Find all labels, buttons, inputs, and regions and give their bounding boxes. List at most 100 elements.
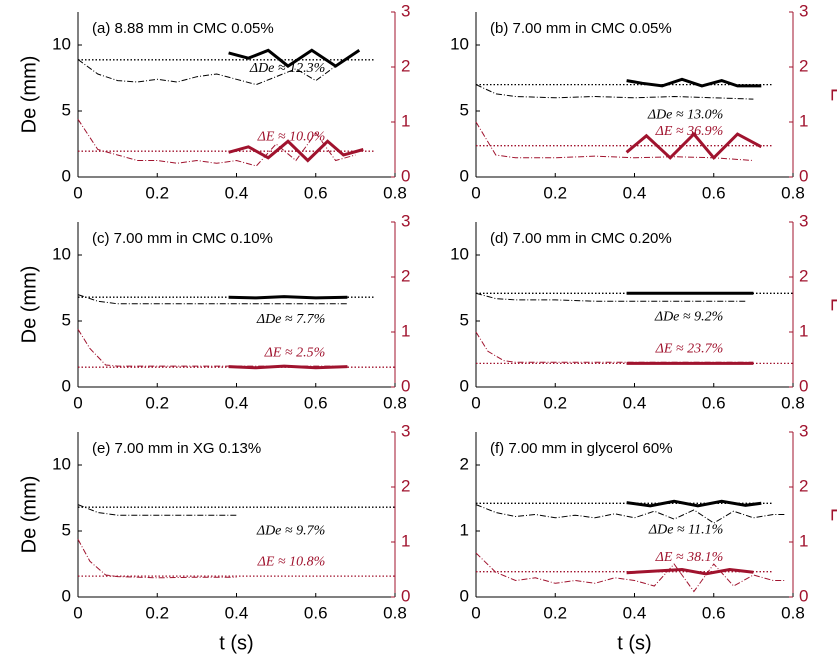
line-thick (626, 499, 762, 508)
y2-tick-label: 0 (799, 586, 808, 605)
x-tick-label: 0.6 (304, 393, 328, 412)
y2-tick-label: 0 (799, 166, 808, 185)
line-dashdot (77, 504, 237, 516)
x-tick-label: 0.2 (145, 183, 169, 202)
line-dashdot (475, 552, 786, 593)
y-axis-label: De (mm) (18, 266, 40, 344)
x-tick-label: 0.2 (145, 603, 169, 622)
y-tick-label: 2 (460, 454, 469, 473)
x-tick-label: 0.8 (781, 603, 805, 622)
y-tick-label: 5 (460, 100, 469, 119)
y2-tick-label: 2 (799, 56, 808, 75)
panel-title: (a) 8.88 mm in CMC 0.05% (92, 20, 274, 37)
x-tick-label: 0.2 (145, 393, 169, 412)
x-tick-label: 0.4 (623, 603, 647, 622)
x-tick-label: 0.4 (225, 393, 249, 412)
x-tick-label: 0.6 (702, 603, 726, 622)
e-annotation: ΔE ≈ 10.0% (257, 129, 326, 144)
x-axis-label: t (s) (617, 632, 651, 654)
y2-tick-label: 1 (799, 111, 808, 130)
y-tick-label: 10 (52, 454, 71, 473)
y-tick-label: 0 (460, 166, 469, 185)
line-dashdot (475, 292, 746, 302)
y2-tick-label: 0 (401, 166, 410, 185)
line-dashdot (77, 52, 356, 86)
y-tick-label: 10 (52, 244, 71, 263)
line-dashdot (77, 294, 348, 305)
x-tick-label: 0 (471, 183, 480, 202)
x-tick-label: 0.8 (383, 393, 407, 412)
y-tick-label: 10 (450, 34, 469, 53)
line-dashdot (475, 121, 754, 161)
e-annotation: ΔE ≈ 23.7% (655, 342, 724, 357)
x-tick-label: 0.8 (383, 603, 407, 622)
line-dashdot (77, 119, 356, 167)
y2-tick-label: 0 (799, 376, 808, 395)
line-thick (626, 77, 762, 88)
x-tick-label: 0.6 (304, 603, 328, 622)
x-tick-label: 0.8 (781, 183, 805, 202)
x-tick-label: 0 (471, 393, 480, 412)
x-tick-label: 0 (73, 393, 82, 412)
y-tick-label: 0 (460, 376, 469, 395)
y2-tick-label: 2 (799, 476, 808, 495)
x-tick-label: 0.6 (702, 183, 726, 202)
x-tick-label: 0.4 (623, 183, 647, 202)
de-annotation: ΔDe ≈ 12.3% (249, 61, 325, 76)
line-thick (626, 567, 754, 576)
x-tick-label: 0.8 (781, 393, 805, 412)
y2-tick-label: 3 (799, 1, 808, 20)
y-tick-label: 0 (62, 376, 71, 395)
panel-title: (c) 7.00 mm in CMC 0.10% (92, 230, 273, 247)
panel-title: (e) 7.00 mm in XG 0.13% (92, 440, 261, 457)
e-annotation: ΔE ≈ 38.1% (655, 550, 724, 565)
x-tick-label: 0.4 (225, 183, 249, 202)
line-thick (228, 48, 361, 68)
x-tick-label: 0.4 (225, 603, 249, 622)
e-annotation: ΔE ≈ 36.9% (655, 124, 724, 139)
y2-axis-label: E (827, 88, 837, 101)
de-annotation: ΔDe ≈ 9.7% (256, 523, 325, 538)
y-axis-label: De (mm) (18, 476, 40, 554)
y-tick-label: 0 (62, 166, 71, 185)
y2-tick-label: 1 (799, 321, 808, 340)
y2-tick-label: 3 (401, 211, 410, 230)
line-thick (625, 131, 763, 161)
y2-tick-label: 1 (401, 531, 410, 550)
y2-tick-label: 2 (401, 266, 410, 285)
y-tick-label: 5 (460, 310, 469, 329)
y-tick-label: 0 (460, 586, 469, 605)
y2-tick-label: 3 (401, 421, 410, 440)
x-tick-label: 0.4 (623, 393, 647, 412)
y2-tick-label: 1 (401, 321, 410, 340)
y2-tick-label: 3 (799, 421, 808, 440)
panel-title: (d) 7.00 mm in CMC 0.20% (490, 230, 672, 247)
y-tick-label: 10 (450, 244, 469, 263)
y2-axis-label: E (827, 508, 837, 521)
y-tick-label: 1 (460, 520, 469, 539)
line-dashdot (77, 539, 237, 579)
y2-tick-label: 0 (401, 586, 410, 605)
x-tick-label: 0.2 (543, 603, 567, 622)
x-tick-label: 0.8 (383, 183, 407, 202)
y-tick-label: 5 (62, 520, 71, 539)
x-tick-label: 0 (471, 603, 480, 622)
line-dashdot (475, 84, 754, 100)
panel-title: (b) 7.00 mm in CMC 0.05% (490, 20, 672, 37)
y-tick-label: 10 (52, 34, 71, 53)
e-annotation: ΔE ≈ 2.5% (264, 345, 326, 360)
y-tick-label: 5 (62, 310, 71, 329)
y-tick-label: 0 (62, 586, 71, 605)
y2-tick-label: 3 (799, 211, 808, 230)
y2-tick-label: 2 (401, 56, 410, 75)
de-annotation: ΔDe ≈ 13.0% (647, 107, 723, 122)
de-annotation: ΔDe ≈ 11.1% (648, 523, 723, 538)
